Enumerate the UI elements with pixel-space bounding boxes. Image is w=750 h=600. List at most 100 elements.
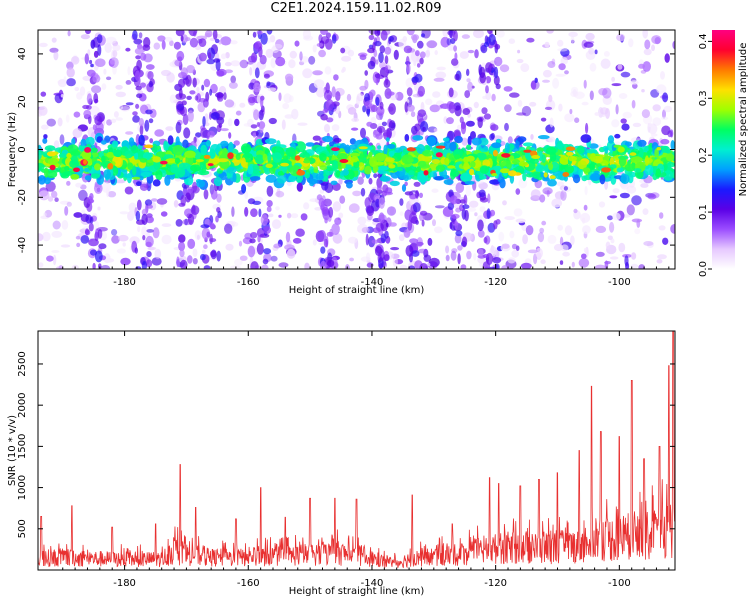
colorbar: 0.0 0.1 0.2 0.3 0.4 Normalized spectral ampli… (698, 30, 749, 277)
heatmap-cell (52, 220, 61, 230)
heatmap-cell (599, 174, 606, 185)
heatmap-cell (101, 155, 106, 163)
heatmap-cell (399, 264, 408, 269)
heatmap-cell (208, 157, 220, 165)
heatmap-cell (137, 226, 141, 233)
heatmap-cell (374, 152, 386, 162)
heatmap-cell (631, 99, 636, 109)
heatmap-cell (404, 134, 410, 142)
heatmap-cell (203, 98, 209, 108)
heatmap-cell (426, 136, 437, 147)
heatmap-cell (568, 155, 577, 162)
heatmap-cell (61, 220, 69, 230)
heatmap-cell (601, 167, 611, 173)
heatmap-cell (461, 236, 468, 248)
heatmap-cell (197, 170, 210, 176)
heatmap-cell (634, 228, 641, 235)
heatmap-cell (44, 145, 56, 152)
heatmap-cell (667, 130, 673, 138)
heatmap-cell (142, 235, 146, 241)
heatmap-cell (499, 64, 510, 73)
heatmap-cell (75, 235, 81, 240)
heatmap-cell (479, 165, 490, 174)
heatmap-cell (51, 190, 58, 198)
heatmap-cell (178, 234, 186, 243)
heatmap-cell (47, 196, 54, 202)
heatmap-cell (57, 79, 65, 85)
heatmap-cell (336, 162, 342, 167)
heatmap-cell (239, 255, 248, 261)
heatmap-cell (65, 114, 70, 123)
heatmap-cell (51, 230, 63, 238)
heatmap-cell (549, 175, 556, 180)
heatmap-cell (268, 213, 274, 218)
heatmap-cell (442, 137, 450, 142)
heatmap-cell (655, 168, 662, 177)
heatmap-cell (49, 47, 59, 53)
heatmap-cell (209, 88, 213, 96)
heatmap-cell (348, 144, 358, 150)
heatmap-cell (226, 166, 237, 174)
heatmap-cell (630, 80, 639, 85)
heatmap-cell (670, 224, 675, 234)
heatmap-cell (234, 258, 243, 266)
heatmap-cell (38, 162, 45, 171)
heatmap-cell (194, 95, 199, 101)
heatmap-cell (433, 77, 445, 82)
heatmap-cell (103, 169, 111, 180)
heatmap-cell (265, 138, 277, 145)
heatmap-cell (157, 35, 166, 42)
heatmap-cell (630, 263, 639, 269)
heatmap-cell (379, 45, 385, 54)
heatmap-cell (504, 104, 512, 113)
heatmap-cell (140, 52, 147, 61)
heatmap-cell (46, 118, 56, 127)
heatmap-cell (330, 180, 338, 185)
heatmap-cell (371, 239, 379, 244)
heatmap-cell (255, 138, 264, 147)
heatmap-cell (228, 141, 234, 153)
heatmap-cell (238, 240, 243, 247)
heatmap-cell (570, 235, 575, 246)
heatmap-cell (195, 159, 204, 163)
heatmap-cell (450, 213, 460, 219)
heatmap-cell (160, 160, 168, 165)
heatmap-cell (558, 63, 566, 71)
heatmap-cell (416, 113, 424, 123)
heatmap-cell (38, 151, 42, 160)
heatmap-cell (323, 238, 328, 248)
heatmap-cell (467, 135, 472, 146)
heatmap-cell (432, 91, 441, 98)
heatmap-cell (395, 91, 404, 101)
heatmap-cell (202, 249, 206, 254)
heatmap-cell (489, 179, 501, 185)
heatmap-cell (53, 140, 60, 150)
heatmap-cell (526, 37, 535, 43)
heatmap-cell (279, 165, 287, 171)
heatmap-cell (580, 134, 592, 143)
heatmap-cell (549, 151, 557, 163)
heatmap-cell (361, 227, 370, 233)
heatmap-cell (511, 243, 518, 250)
heatmap-cell (224, 223, 233, 234)
heatmap-cell (487, 30, 493, 35)
heatmap-cell (560, 244, 569, 252)
heatmap-cell (204, 33, 211, 38)
heatmap-cell (370, 104, 378, 113)
heatmap-cell (508, 155, 515, 162)
heatmap-cell (227, 118, 233, 127)
heatmap-cell (364, 100, 372, 110)
heatmap-cell (491, 173, 498, 177)
heatmap-cell (485, 62, 493, 73)
heatmap-cell (82, 75, 92, 81)
heatmap-cell (217, 211, 222, 219)
heatmap-cell (191, 185, 200, 194)
heatmap-cell (604, 179, 609, 190)
heatmap-cell (446, 117, 454, 125)
heatmap-cell (112, 140, 119, 148)
heatmap-cell (366, 206, 375, 217)
heatmap-cell (491, 93, 496, 102)
heatmap-cell (659, 212, 664, 219)
heatmap-cell (457, 245, 463, 251)
